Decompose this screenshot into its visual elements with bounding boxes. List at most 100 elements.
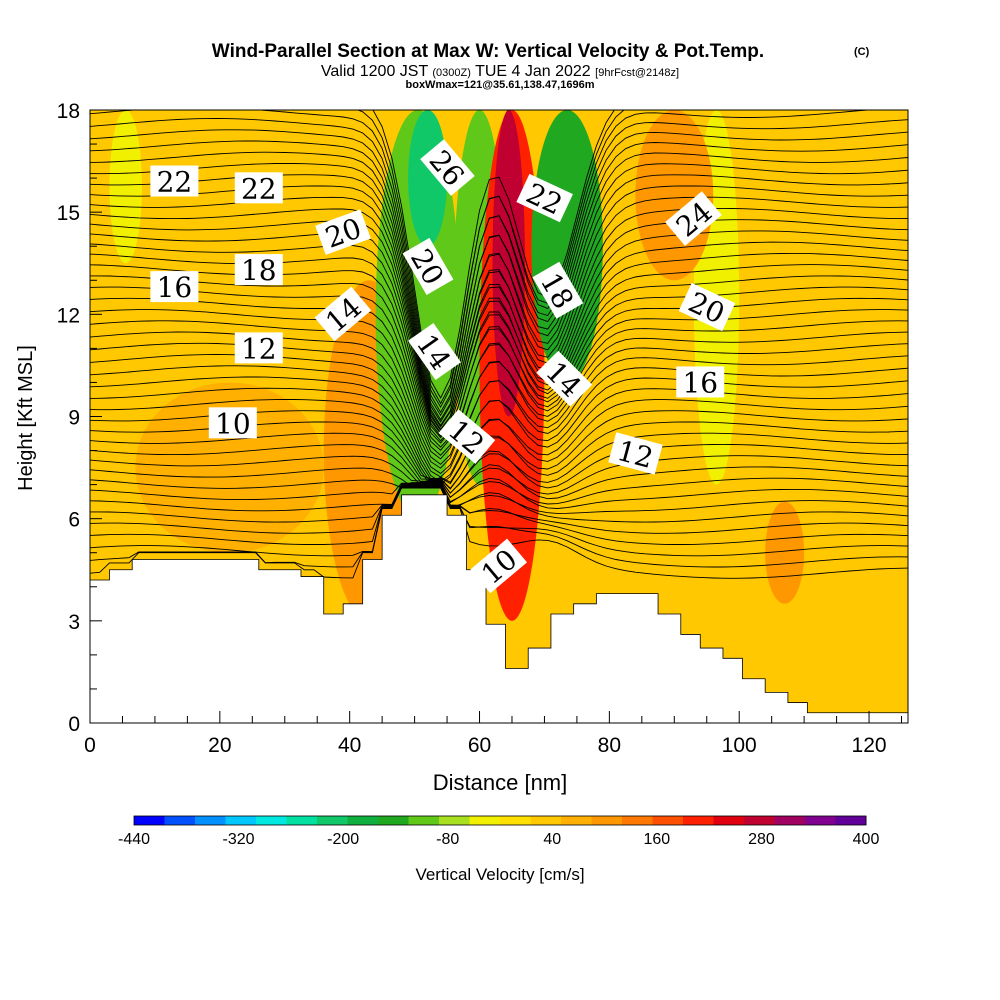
theta-contour-line (90, 399, 908, 486)
contour-label-box (234, 254, 283, 286)
chart-title: Wind-Parallel Section at Max W: Vertical… (212, 41, 764, 62)
contour-label: 22 (150, 165, 199, 199)
colorbar-swatch (317, 816, 348, 825)
theta-contour-line (90, 443, 908, 494)
colorbar-swatch (164, 816, 196, 825)
colorbar-swatch (652, 816, 684, 825)
velocity-band (765, 501, 805, 604)
theta-contour-line (90, 477, 908, 505)
colorbar-swatch (805, 816, 836, 825)
x-tick-label: 0 (84, 734, 96, 757)
theta-contour-line (90, 486, 908, 557)
theta-contour-line (90, 196, 908, 432)
colorbar-tick-labels: -440 -320 -200 -80 40 160 280 400 (118, 831, 879, 848)
x-axis-label: Distance [nm] (433, 770, 568, 795)
theta-contour-line (90, 484, 908, 523)
x-tick-label: 20 (208, 734, 231, 757)
colorbar-swatch (622, 816, 653, 825)
colorbar-tick-label: -320 (223, 831, 255, 848)
contour-label-text: 12 (241, 332, 277, 365)
contour-label-text: 16 (682, 366, 718, 399)
contour-label-box (150, 271, 199, 303)
y-tick-label: 9 (68, 407, 80, 430)
theta-contour-line (90, 174, 908, 428)
theta-contour-line (90, 252, 908, 442)
colorbar-swatch (225, 816, 257, 825)
contour-label: 16 (676, 366, 725, 399)
y-tick-label: 15 (57, 202, 80, 225)
theta-contour-line (90, 207, 908, 434)
theta-contour-line (90, 342, 908, 474)
colorbar-swatch (439, 816, 470, 825)
contour-label-box (234, 332, 283, 364)
theta-contour-line (90, 320, 908, 465)
potential-temperature-contours (90, 110, 908, 579)
contour-label-box (516, 173, 573, 223)
colorbar-swatch (774, 816, 806, 825)
y-tick-label: 18 (57, 100, 80, 123)
contour-label-box (315, 209, 371, 255)
terrain-outline (90, 494, 908, 714)
colorbar-swatch (683, 816, 714, 825)
y-axis: 0 3 6 9 12 15 18 (57, 100, 102, 736)
colorbar-swatch (408, 816, 440, 825)
contour-label-box (536, 350, 593, 407)
chart-subtitle: Valid 1200 JST (0300Z) TUE 4 Jan 2022 [9… (321, 63, 679, 80)
colorbar-swatch (469, 816, 501, 825)
contour-label-box (438, 409, 496, 464)
colorbar-swatch (835, 816, 867, 825)
subtitle-forecast: [9hrFcst@2148z] (595, 67, 679, 79)
y-axis-label: Height [Kft MSL] (15, 345, 37, 491)
contour-label-box (420, 139, 475, 196)
colorbar (133, 815, 867, 826)
contour-label-box (470, 538, 528, 594)
velocity-band (492, 110, 525, 417)
title-copyright-mark: (C) (854, 46, 870, 58)
contour-label-box (150, 165, 199, 197)
colorbar-swatch (561, 816, 592, 825)
colorbar-tick-label: 160 (644, 831, 671, 848)
contour-label-box (408, 322, 461, 381)
colorbar-swatch (591, 816, 623, 825)
colorbar-swatch (256, 816, 287, 825)
contour-label-text: 22 (157, 166, 193, 199)
x-tick-label: 80 (598, 734, 621, 757)
theta-contour-line (90, 464, 908, 500)
theta-contour-line (90, 219, 908, 435)
y-tick-label: 3 (68, 611, 80, 634)
theta-contour-line (356, 110, 625, 405)
contour-label-box (532, 261, 584, 319)
theta-contour-line (90, 163, 908, 427)
velocity-band (109, 110, 142, 264)
theta-contour-line (90, 309, 908, 460)
contour-label-box (208, 407, 257, 439)
velocity-band (408, 110, 448, 247)
contour-label: 18 (234, 254, 283, 287)
colorbar-tick-label: 280 (748, 831, 775, 848)
theta-contour-line (90, 241, 908, 439)
velocity-band (135, 382, 324, 553)
theta-contour-line (90, 185, 908, 431)
colorbar-label: Vertical Velocity [cm/s] (415, 865, 584, 884)
y-tick-label: 0 (68, 713, 80, 736)
colorbar-swatch (134, 816, 165, 825)
theta-contour-line (90, 365, 908, 483)
subtitle-utc: (0300Z) (432, 67, 471, 79)
theta-contour-line (372, 110, 615, 399)
contour-label: 16 (150, 271, 199, 304)
contour-label-box (665, 191, 722, 246)
theta-contour-line (90, 387, 908, 484)
contour-label-box (234, 172, 283, 204)
subtitle-date: TUE 4 Jan 2022 (475, 63, 591, 80)
x-tick-label: 100 (722, 734, 757, 757)
colorbar-tick-label: -440 (118, 831, 150, 848)
y-tick-label: 12 (57, 304, 80, 327)
theta-contour-line (90, 118, 908, 414)
theta-contour-line (90, 331, 908, 469)
theta-contour-line (90, 275, 908, 448)
x-tick-label: 120 (852, 734, 887, 757)
subtitle-valid: Valid 1200 JST (321, 63, 429, 80)
colorbar-tick-label: -80 (436, 831, 459, 848)
